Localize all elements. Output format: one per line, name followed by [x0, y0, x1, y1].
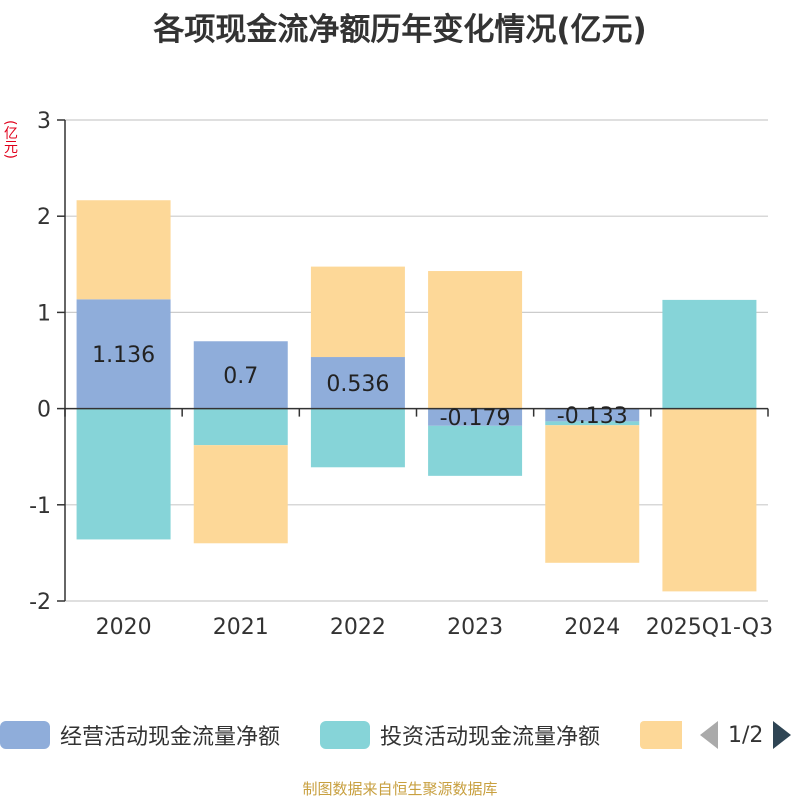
- y-tick-label: 1: [37, 301, 51, 326]
- data-label: 0.7: [223, 364, 258, 389]
- x-tick-label: 2024: [564, 615, 620, 640]
- bar-investing-2025Q1-Q3: [662, 299, 757, 409]
- bar-investing-2020: [76, 408, 171, 540]
- data-label: 1.136: [92, 343, 155, 368]
- legend-swatch-investing: [320, 721, 370, 749]
- legend-item-investing[interactable]: 投资活动现金流量净额: [320, 714, 600, 756]
- chart-title: 各项现金流净额历年变化情况(亿元): [153, 12, 647, 48]
- legend-next-page-icon[interactable]: [773, 721, 792, 749]
- data-source-note: 制图数据来自恒生聚源数据库: [302, 780, 498, 798]
- bar-financing-2025Q1-Q3: [662, 408, 757, 592]
- legend-label-operating: 经营活动现金流量净额: [60, 725, 281, 750]
- bar-financing-2023: [428, 271, 523, 409]
- legend-item-financing[interactable]: [640, 714, 682, 756]
- bar-financing-2021: [193, 445, 288, 544]
- x-tick-label: 2025Q1-Q3: [646, 615, 773, 640]
- bar-investing-2024: [545, 421, 640, 426]
- y-tick-label: 0: [37, 398, 51, 423]
- bar-operating-2023: [428, 408, 523, 426]
- bar-financing-2020: [76, 200, 171, 300]
- bar-operating-2021: [193, 341, 288, 409]
- bar-investing-2023: [428, 425, 523, 476]
- data-label: -0.179: [440, 406, 511, 431]
- x-tick-label: 2023: [447, 615, 503, 640]
- y-tick-label: 3: [37, 109, 51, 134]
- y-tick-label: 2: [37, 205, 51, 230]
- legend-swatch-financing: [640, 721, 682, 749]
- legend[interactable]: 经营活动现金流量净额 投资活动现金流量净额 1/2: [0, 714, 800, 756]
- bar-investing-2021: [193, 408, 288, 446]
- bar-investing-2022: [310, 408, 405, 468]
- x-tick-label: 2020: [96, 615, 152, 640]
- legend-prev-page-icon[interactable]: [700, 721, 718, 749]
- y-tick-label: -1: [29, 494, 51, 519]
- y-axis-unit: (亿元): [2, 120, 18, 159]
- bar-operating-2022: [310, 357, 405, 409]
- legend-item-operating[interactable]: 经营活动现金流量净额: [0, 714, 280, 756]
- data-label: 0.536: [326, 372, 389, 397]
- bar-financing-2022: [310, 266, 405, 358]
- bar-operating-2024: [545, 408, 640, 422]
- bar-operating-2020: [76, 299, 171, 409]
- bar-financing-2024: [545, 425, 640, 563]
- legend-pager: 1/2: [700, 714, 792, 756]
- x-tick-label: 2022: [330, 615, 386, 640]
- data-label: -0.133: [557, 404, 628, 429]
- legend-page-indicator: 1/2: [728, 722, 764, 748]
- legend-label-investing: 投资活动现金流量净额: [380, 725, 601, 750]
- legend-swatch-operating: [0, 721, 50, 749]
- x-tick-label: 2021: [213, 615, 269, 640]
- stacked-bar-chart: 3 2 1 0 -1 -2 2020 2021 2022 2023 2024 2025Q1-Q3 1.1…: [29, 109, 773, 640]
- y-tick-label: -2: [29, 590, 51, 615]
